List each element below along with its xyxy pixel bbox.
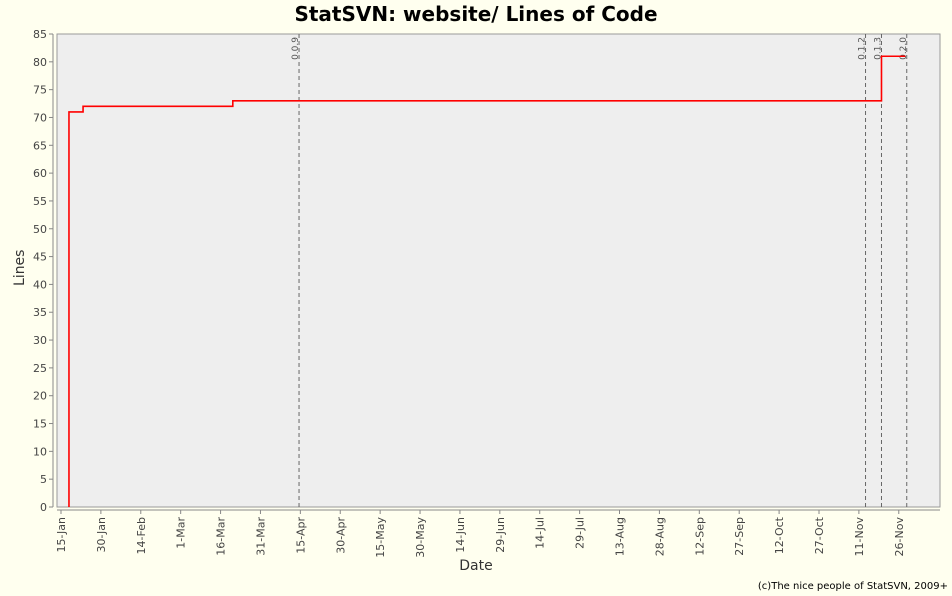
chart-title: StatSVN: website/ Lines of Code (294, 2, 658, 26)
plot-background (56, 33, 941, 508)
x-tick-label: 14-Feb (135, 517, 148, 554)
y-tick-label: 30 (33, 334, 47, 347)
series-line (68, 55, 906, 507)
y-tick-label: 60 (33, 167, 47, 180)
x-tick-label: 12-Oct (773, 516, 786, 554)
x-tick-label: 26-Nov (893, 517, 906, 557)
x-tick-label: 27-Oct (813, 516, 826, 554)
x-tick-label: 15-May (374, 517, 387, 558)
x-tick-label: 30-Jan (95, 517, 108, 553)
y-tick-label: 5 (40, 473, 47, 486)
x-tick-label: 12-Sep (693, 517, 706, 556)
release-marker-label: 0.1.2 (858, 37, 868, 60)
x-tick-label: 29-Jul (574, 517, 587, 549)
x-tick-label: 14-Jul (534, 517, 547, 549)
x-tick-label: 13-Aug (614, 517, 627, 556)
y-tick-label: 35 (33, 306, 47, 319)
y-tick-label: 75 (33, 84, 47, 97)
x-tick-label: 16-Mar (215, 517, 228, 556)
x-axis: 15-Jan 30-Jan 14-Feb 1-Mar 16-Mar 31-Mar 15-Ap… (55, 509, 940, 558)
footer-credit: (c)The nice people of StatSVN, 2009+ (757, 581, 948, 592)
x-tick-label: 28-Aug (653, 517, 666, 556)
y-tick-label: 55 (33, 195, 47, 208)
y-tick-label: 15 (33, 418, 47, 431)
y-tick-label: 85 (33, 28, 47, 41)
y-tick-label: 50 (33, 223, 47, 236)
y-tick-label: 45 (33, 251, 47, 264)
release-marker-label: 0.2.0 (899, 37, 909, 60)
release-marker-label: 0.1.3 (873, 37, 883, 60)
x-tick-label: 29-Jun (494, 517, 507, 553)
y-tick-label: 25 (33, 362, 47, 375)
x-axis-label: Date (459, 558, 493, 574)
release-marker-label: 0.0.9 (291, 37, 301, 60)
x-tick-label: 27-Sep (733, 517, 746, 556)
release-markers: 0.0.9 0.1.2 0.1.3 0.2.0 (291, 34, 909, 507)
y-axis-label: Lines (12, 249, 28, 286)
x-tick-label: 15-Apr (294, 517, 307, 554)
y-tick-label: 0 (40, 501, 47, 514)
y-tick-label: 10 (33, 445, 47, 458)
y-tick-label: 80 (33, 56, 47, 69)
y-tick-label: 65 (33, 139, 47, 152)
y-tick-label: 40 (33, 278, 47, 291)
y-tick-label: 20 (33, 390, 47, 403)
x-tick-label: 30-May (414, 517, 427, 558)
x-tick-label: 30-Apr (334, 517, 347, 554)
x-tick-label: 15-Jan (55, 517, 68, 553)
x-tick-label: 11-Nov (853, 517, 866, 557)
series-group (68, 55, 906, 508)
x-tick-label: 1-Mar (175, 517, 188, 549)
x-tick-label: 14-Jun (454, 517, 467, 553)
y-axis: 0 5 10 15 20 25 30 35 40 45 50 55 60 65 70 75 80 85 (33, 28, 54, 514)
y-tick-label: 70 (33, 111, 47, 124)
x-tick-label: 31-Mar (254, 517, 267, 556)
